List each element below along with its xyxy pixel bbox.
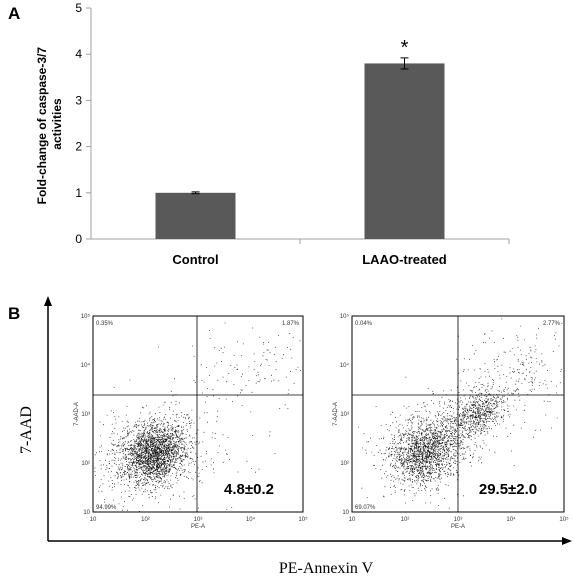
bar-laao-treated <box>364 63 445 239</box>
inner-y-axis-title: 7-AAD-A <box>74 402 80 426</box>
x-log-tick-label: 10² <box>401 517 410 523</box>
x-log-tick-label: 10⁴ <box>246 516 256 523</box>
quadrant-upper-left-percent: 0.04% <box>355 321 373 327</box>
apoptosis-value: 29.5±2.0 <box>479 481 537 498</box>
event-dots <box>358 318 563 509</box>
x-log-tick-label: 10⁵ <box>298 516 308 523</box>
x-category-label: Control <box>172 252 218 267</box>
x-log-tick-label: 10⁴ <box>506 516 516 523</box>
x-log-tick-label: 10⁵ <box>559 516 569 523</box>
quadrant-upper-right-percent: 1.87% <box>282 321 300 327</box>
y-axis-title-line1: Fold-change of caspase-3/7 <box>35 47 49 205</box>
y-tick-label: 2 <box>75 140 82 154</box>
y-log-tick-label: 10² <box>340 461 349 467</box>
x-category-label: LAAO-treated <box>362 252 447 267</box>
apoptosis-value-box <box>466 474 550 502</box>
caspase-bar-chart: 0 1 2 3 4 5 * Control LAAO-treated Fold-change… <box>35 1 510 267</box>
x-axis-arrowhead <box>562 537 572 545</box>
y-log-tick-label: 10⁵ <box>340 313 350 320</box>
y-tick-label: 4 <box>75 47 82 61</box>
panel-a-letter: A <box>8 4 21 23</box>
y-log-tick-label: 10⁴ <box>81 362 91 369</box>
quadrant-upper-right-percent: 2.77% <box>543 321 561 327</box>
y-log-tick-label: 10⁵ <box>81 313 91 320</box>
y-tick-label: 1 <box>75 186 82 200</box>
apoptosis-value-box <box>209 474 289 502</box>
x-log-tick-label: 10³ <box>194 517 203 523</box>
y-axis-title-line2: activities <box>50 98 64 150</box>
quadrant-upper-left-percent: 0.35% <box>96 321 114 327</box>
x-log-tick-label: 10 <box>90 517 97 523</box>
y-log-tick-label: 10³ <box>81 412 90 418</box>
x-log-tick-label: 10² <box>141 517 150 523</box>
y-axis-title: Fold-change of caspase-3/7 activities <box>35 44 64 205</box>
inner-y-axis-title: 7-AAD-A <box>333 402 339 426</box>
y-log-tick-label: 10³ <box>340 412 349 418</box>
apoptosis-value: 4.8±0.2 <box>224 481 274 498</box>
outer-y-axis-label: 7-AAD <box>18 406 35 454</box>
outer-x-axis-label: PE-Annexin V <box>279 560 374 577</box>
y-log-tick-label: 10 <box>83 510 90 516</box>
y-tick-label: 3 <box>75 93 82 107</box>
y-tick-label: 0 <box>75 232 82 246</box>
quadrant-lower-left-percent: 69.07% <box>355 505 376 511</box>
x-log-tick-label: 10 <box>349 517 356 523</box>
bar-control <box>155 192 236 239</box>
y-axis-arrowhead <box>44 296 52 306</box>
y-tick-label: 5 <box>75 1 82 15</box>
significance-asterisk: * <box>401 37 409 59</box>
x-log-tick-label: 10³ <box>454 517 463 523</box>
flow-cytometry-figure: 7-AAD PE-Annexin V 0.35% 1.87% 94.99% 4.8±0… <box>18 296 572 577</box>
y-log-tick-label: 10² <box>81 461 90 467</box>
quadrant-lower-left-percent: 94.99% <box>96 505 117 511</box>
y-log-tick-label: 10⁴ <box>340 362 350 369</box>
inner-x-axis-title: PE-A <box>451 524 465 530</box>
inner-x-axis-title: PE-A <box>191 524 205 530</box>
y-log-tick-label: 10 <box>342 510 349 516</box>
panel-b-letter: B <box>8 304 21 323</box>
